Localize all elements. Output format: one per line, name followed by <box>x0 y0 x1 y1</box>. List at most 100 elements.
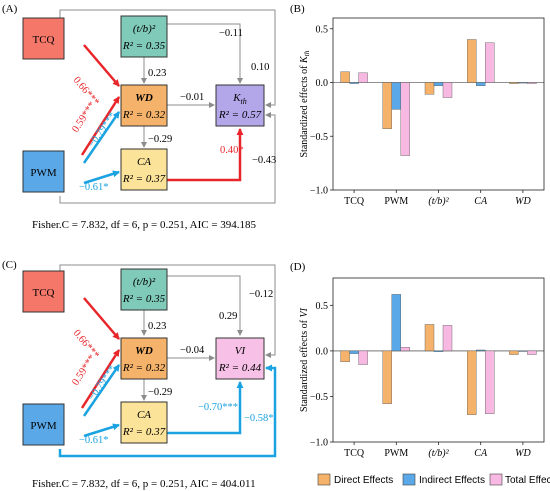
coef-pwm-vi: −0.58* <box>244 413 274 424</box>
chart1-bar <box>433 350 444 352</box>
path-tcq-pwm-c <box>80 349 121 409</box>
coef-pwm-ca: −0.61* <box>79 182 109 193</box>
chart1-bar <box>424 324 435 352</box>
coef-wd-k: −0.01 <box>180 92 204 103</box>
node-pwm-label: PWM <box>30 167 57 179</box>
chart0-ytick-label: −1.0 <box>310 186 328 197</box>
coef-ca-k: 0.40* <box>220 145 244 156</box>
chart1-bar <box>340 350 350 363</box>
legend-indirect-label: Indirect Effects <box>419 475 485 486</box>
node-wd <box>120 84 168 127</box>
chart-d: (D) 0.5 0.0 −0.5 −1.0 Standardized effects of… <box>290 261 545 459</box>
chart1-ytick-label: 0.5 <box>316 301 329 312</box>
chart0-bar <box>476 82 486 86</box>
chart1-xtick-label: WD <box>515 448 531 459</box>
chart0-bar <box>358 72 368 83</box>
path-ca-vi <box>166 381 244 435</box>
chart0-bar <box>485 42 495 83</box>
node-tb-c-name: (t/b)² <box>133 276 156 288</box>
chart1-ytick-label: −0.5 <box>310 392 328 403</box>
coef-tb-vi: 0.29 <box>219 311 237 322</box>
path-pwm-vi <box>58 364 277 458</box>
chart1-xtick-label: TCQ <box>344 448 365 459</box>
chart0-frame <box>332 17 545 191</box>
chart1-bar <box>485 350 495 414</box>
path-pwm-ca <box>83 170 120 185</box>
node-wd-name: WD <box>135 92 153 104</box>
coef-pwm-tcq-wd-c: 0.59*** <box>70 353 98 388</box>
path-ca-k <box>166 128 244 182</box>
panel-c: (C) TCQ PWM (t/b)² R² = 0.35 WD R² = 0.3… <box>2 259 277 490</box>
coef-tb-wd-c: 0.23 <box>148 321 166 332</box>
path-tb-vi <box>144 275 243 336</box>
node-tcq-label: TCQ <box>33 34 55 46</box>
path-pwm-wd-c <box>82 364 121 417</box>
chart1-panel-label: (D) <box>290 261 306 273</box>
node-ca-c-name: CA <box>137 409 151 421</box>
node-wd-r2: R² = 0.32 <box>122 109 166 121</box>
node-tb-c-r2: R² = 0.35 <box>122 293 166 305</box>
legend-indirect-swatch <box>402 473 416 486</box>
path-pwm-wd <box>82 111 121 164</box>
path-pwm-k <box>59 112 276 204</box>
chart0-ytick-label: 0.5 <box>316 24 329 35</box>
node-ca <box>120 148 168 191</box>
coef-ca-vi: −0.70*** <box>198 402 238 413</box>
legend-direct-label: Direct Effects <box>334 475 393 486</box>
chart0-bar <box>467 39 477 83</box>
node-vi-name: VI <box>235 345 247 357</box>
chart1-bar <box>382 350 392 404</box>
chart0-bar <box>340 71 350 83</box>
chart0-xtick-label: CA <box>474 196 488 207</box>
node-wd-c-r2: R² = 0.32 <box>122 362 166 374</box>
chart1-ytick-label: 0.0 <box>316 346 329 357</box>
path-tcq-vi <box>59 264 276 358</box>
chart0-bar <box>509 82 519 84</box>
path-pwm-ca-c <box>83 423 120 438</box>
chart0-ylabel: Standardized effects of Kth <box>299 50 311 157</box>
node-tb-r2: R² = 0.35 <box>122 40 166 52</box>
node-ca-r2: R² = 0.37 <box>122 173 166 185</box>
fit-stats-a: Fisher.C = 7.832, df = 6, p = 0.251, AIC… <box>32 219 257 231</box>
legend-direct-swatch <box>317 473 331 486</box>
node-wd-c <box>120 337 168 380</box>
chart0-ytick-label: 0.0 <box>316 78 329 89</box>
coef-tcq-k: 0.10 <box>251 62 269 73</box>
chart0-bar <box>391 82 401 110</box>
node-pwm-c <box>22 403 65 446</box>
chart0-bar <box>400 82 410 156</box>
chart0-bar <box>382 82 392 129</box>
node-k-r2: R² = 0.57 <box>218 109 262 121</box>
chart1-bar <box>527 350 537 355</box>
node-wd-c-name: WD <box>135 345 153 357</box>
coef-wd-ca-c: −0.29 <box>148 387 172 398</box>
coef-tb-k: −0.11 <box>219 28 243 39</box>
chart-b: (B) 0.5 0.0 −0.5 −1.0 Standardized effects of… <box>290 3 545 207</box>
node-k <box>215 84 265 127</box>
chart1-bar <box>518 350 528 352</box>
chart0-bar <box>349 82 359 84</box>
chart1-ytick-label: −1.0 <box>310 438 328 449</box>
path-tcq-pwm <box>80 96 121 156</box>
chart0-ytick-label: −0.5 <box>310 132 328 143</box>
chart0-panel-label: (B) <box>290 3 305 15</box>
chart1-bar <box>358 350 368 365</box>
chart1-bar <box>349 350 359 354</box>
node-ca-c <box>120 401 168 444</box>
path-tcq-wd-c <box>83 297 120 340</box>
legend-total-label: Total Effects <box>505 475 550 486</box>
chart0-xtick-label: WD <box>515 196 531 207</box>
chart1-bar <box>442 325 453 352</box>
chart0-bar <box>518 82 528 84</box>
node-pwm <box>22 150 65 193</box>
node-ca-name: CA <box>137 156 151 168</box>
chart0-xtick-label: PWM <box>384 196 408 207</box>
path-tb-k <box>144 23 243 84</box>
chart0-xtick-label: TCQ <box>344 196 365 207</box>
chart0-bar <box>442 82 453 98</box>
node-tb <box>120 15 168 58</box>
coef-tcq-vi: −0.12 <box>249 289 273 300</box>
coef-pwm-ca-c: −0.61* <box>79 435 109 446</box>
chart1-xtick-label: CA <box>474 448 488 459</box>
panel-a-label: (A) <box>2 3 18 15</box>
